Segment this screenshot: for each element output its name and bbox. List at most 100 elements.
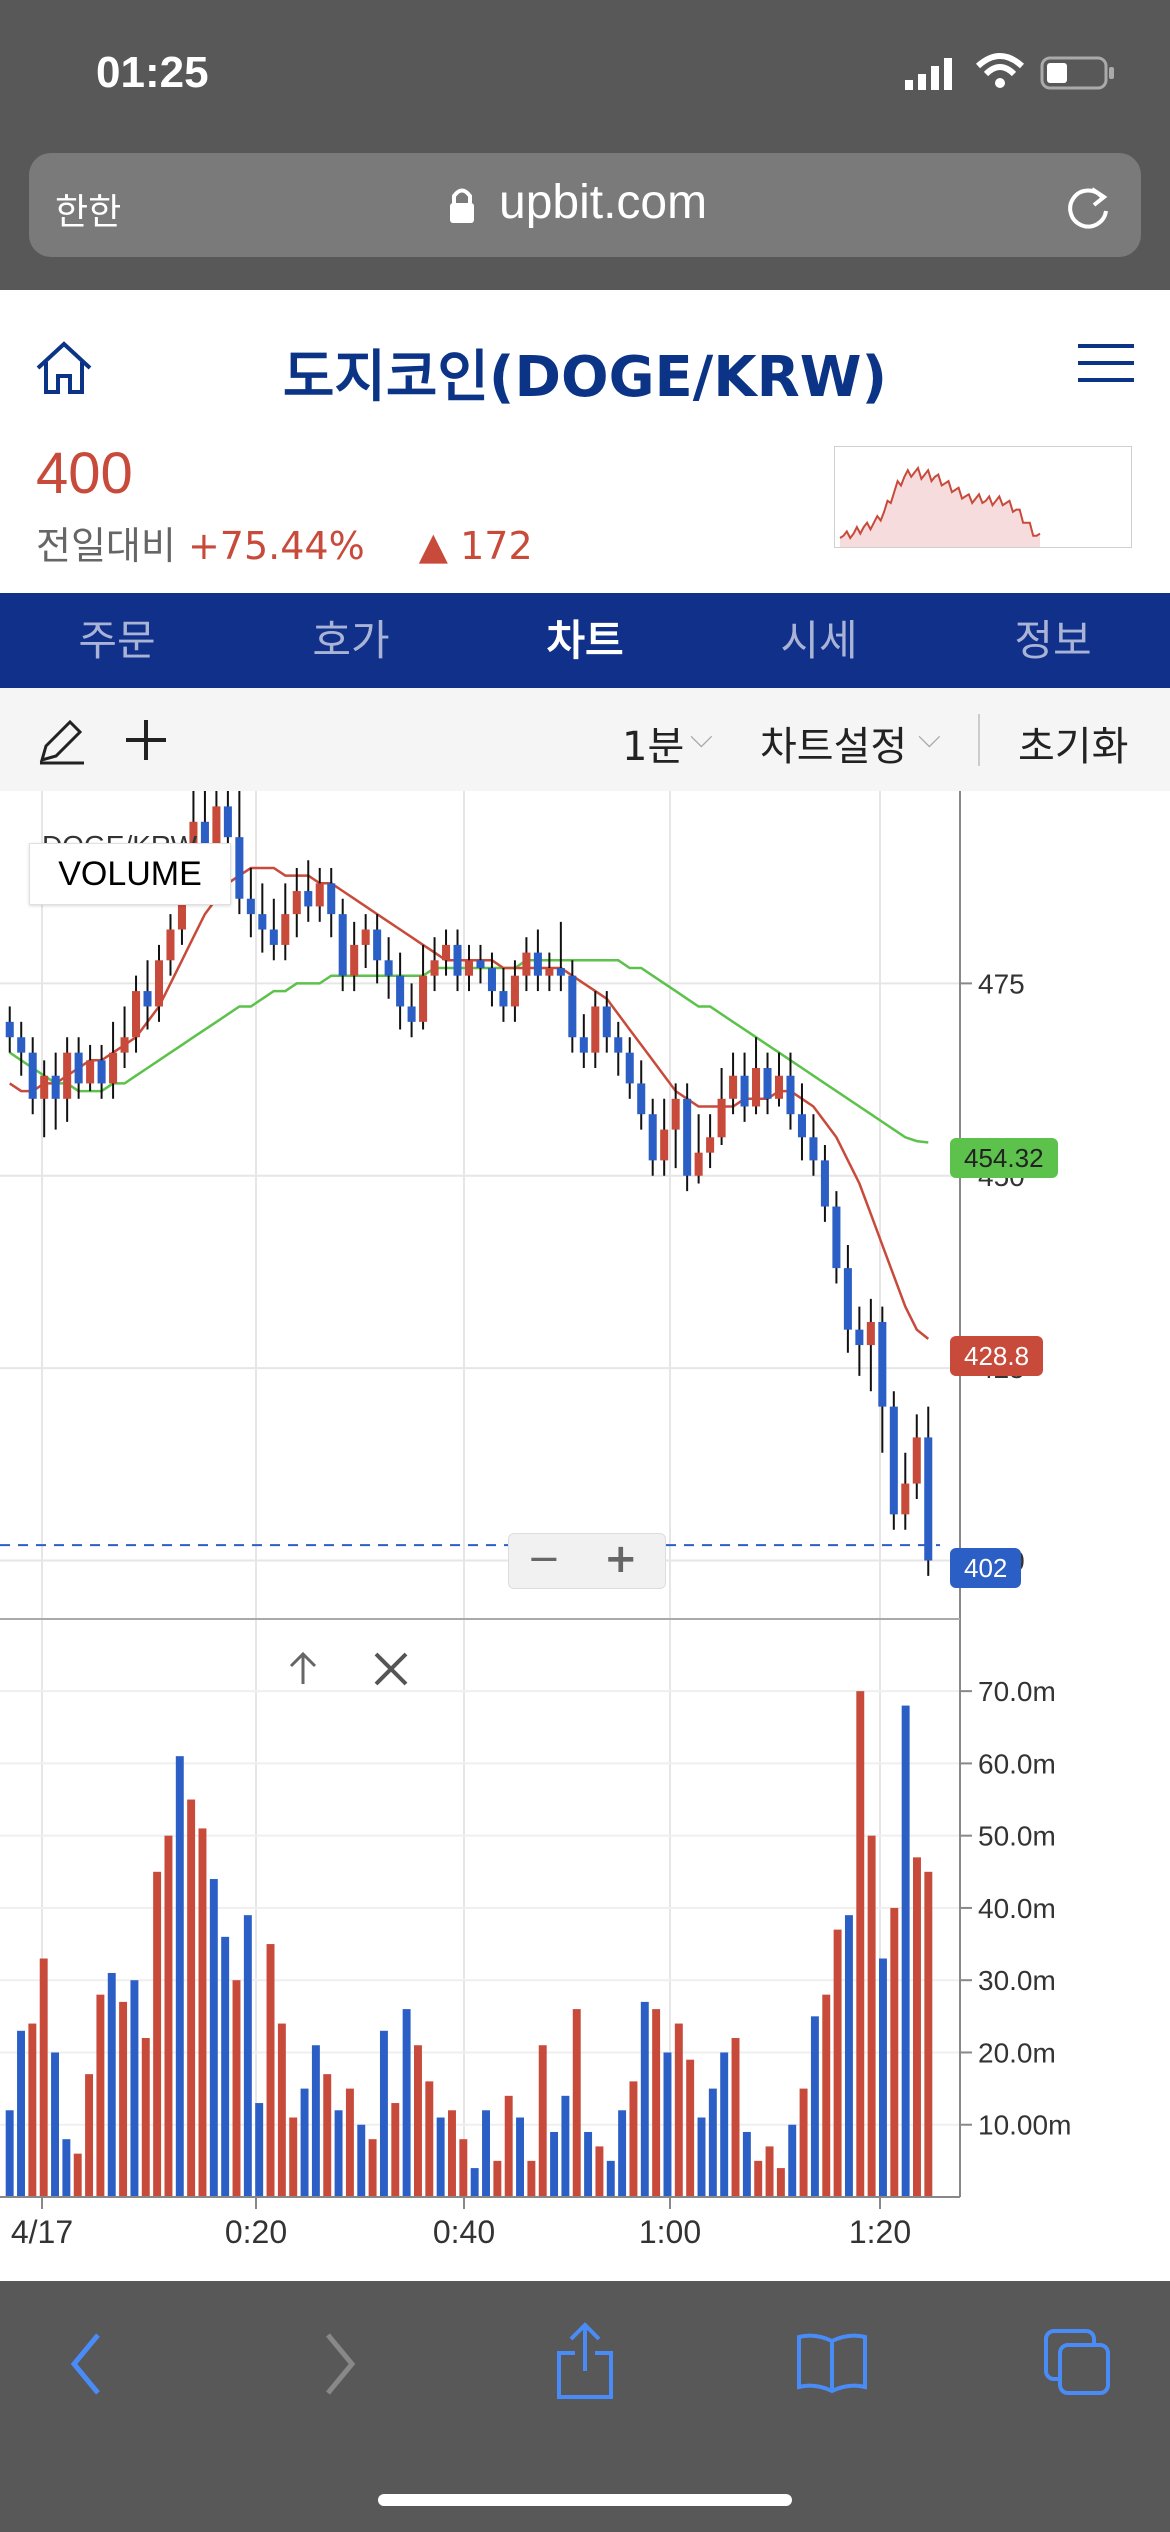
vol-tick-label: 50.0m [978, 1821, 1056, 1852]
toolbar-divider [978, 714, 980, 766]
volume-bar [96, 1994, 105, 2197]
candle [889, 1391, 898, 1530]
move-up-icon[interactable] [283, 1648, 323, 1688]
volume-bar [878, 1958, 887, 2197]
volume-bar [17, 2030, 25, 2197]
mini-chart[interactable] [834, 446, 1132, 548]
volume-bar [266, 1944, 275, 2197]
forward-icon[interactable] [320, 2329, 360, 2399]
tab-trades[interactable]: 시세 [780, 616, 858, 665]
volume-bar [119, 2001, 128, 2197]
candle [740, 1052, 749, 1122]
x-tick-label: 1:20 [849, 2214, 911, 2250]
candle [235, 791, 244, 915]
home-icon[interactable] [34, 340, 94, 396]
vol-tick-label: 40.0m [978, 1893, 1056, 1924]
tab-orderbook[interactable]: 호가 [312, 616, 390, 665]
volume-bar [788, 2124, 797, 2197]
candle [568, 960, 577, 1053]
zoom-in-button[interactable]: + [604, 1536, 638, 1582]
tab-info[interactable]: 정보 [1014, 616, 1092, 665]
vol-tick-label: 30.0m [978, 1965, 1056, 1996]
candle [866, 1298, 875, 1392]
candle [533, 929, 542, 992]
url-text: upbit.com [499, 176, 708, 229]
menu-icon[interactable] [1078, 340, 1134, 386]
volume-bar [334, 2110, 343, 2197]
share-icon[interactable] [553, 2321, 617, 2401]
volume-bar [51, 2052, 60, 2197]
volume-bar [697, 2117, 706, 2197]
reader-button[interactable]: 한한 [55, 192, 122, 233]
candle [924, 1406, 933, 1576]
browser-toolbar [0, 2281, 1170, 2532]
candle [17, 1021, 26, 1076]
change-up-icon: ▲ [418, 524, 448, 568]
candle [717, 1068, 726, 1145]
volume-bar [243, 1915, 252, 2197]
volume-bar [255, 2103, 264, 2197]
y-tick-label: 475 [978, 968, 1025, 999]
coin-header: 도지코인(DOGE/KRW) 400 전일대비 +75.44% ▲ 172 [0, 290, 1170, 593]
address-bar[interactable]: 한한 upbit.com [29, 153, 1141, 257]
volume-bar [425, 2081, 434, 2197]
back-icon[interactable] [66, 2329, 106, 2399]
candle [855, 1306, 864, 1376]
candle [327, 867, 336, 938]
volume-bar [130, 1980, 139, 2197]
candle [132, 975, 141, 1053]
candle [120, 1006, 129, 1069]
volume-bar [28, 2023, 37, 2197]
home-indicator [378, 2494, 792, 2506]
bookmarks-icon[interactable] [795, 2331, 869, 2393]
volume-bar [913, 1857, 921, 2197]
tab-order[interactable]: 주문 [78, 616, 156, 665]
price-chart[interactable]: 4754504254004/170:200:401:001:2070.0m60.… [0, 791, 1170, 2281]
volume-bar [85, 2074, 94, 2197]
chart-settings-button[interactable]: 차트설정 [760, 724, 908, 770]
candle [419, 944, 428, 1030]
reload-icon[interactable] [1064, 183, 1114, 233]
close-indicator-icon[interactable] [372, 1650, 410, 1688]
add-indicator-icon[interactable] [124, 718, 168, 762]
volume-bar [629, 2081, 638, 2197]
volume-bar [221, 1936, 230, 2197]
candle [361, 914, 370, 968]
volume-bar [901, 1705, 910, 2197]
candle [109, 1021, 118, 1099]
volume-bar [311, 2045, 320, 2197]
candle [292, 867, 301, 938]
volume-bar [448, 2110, 456, 2197]
candle [510, 960, 519, 1022]
candle [407, 983, 416, 1038]
x-tick-label: 0:20 [225, 2214, 287, 2250]
volume-bar [516, 2117, 525, 2197]
tab-chart[interactable]: 차트 [546, 616, 624, 665]
candle [820, 1144, 829, 1222]
reset-button[interactable]: 초기화 [1018, 724, 1129, 770]
page-title: 도지코인(DOGE/KRW) [282, 345, 888, 410]
lock-icon [450, 188, 474, 223]
volume-bar [402, 2009, 411, 2197]
candle [637, 1060, 646, 1130]
candle [832, 1191, 841, 1284]
volume-bar [470, 2168, 479, 2197]
volume-bar [62, 2139, 71, 2197]
volume-bar [187, 1799, 196, 2197]
volume-bar [810, 2016, 819, 2197]
pencil-icon[interactable] [36, 716, 86, 766]
zoom-out-button[interactable]: − [527, 1536, 561, 1582]
candle [843, 1245, 852, 1353]
volume-bar [765, 2146, 774, 2197]
volume-bar [300, 2088, 309, 2197]
volume-bar [618, 2110, 627, 2197]
candle [683, 1083, 692, 1192]
candle [487, 952, 496, 1007]
volume-bar [459, 2139, 468, 2197]
x-tick-label: 0:40 [433, 2214, 495, 2250]
candle [694, 1114, 703, 1184]
volume-bar [606, 2160, 615, 2197]
change-amount: 172 [460, 524, 533, 568]
tabs-icon[interactable] [1042, 2327, 1112, 2397]
interval-select[interactable]: 1분 [622, 724, 685, 770]
